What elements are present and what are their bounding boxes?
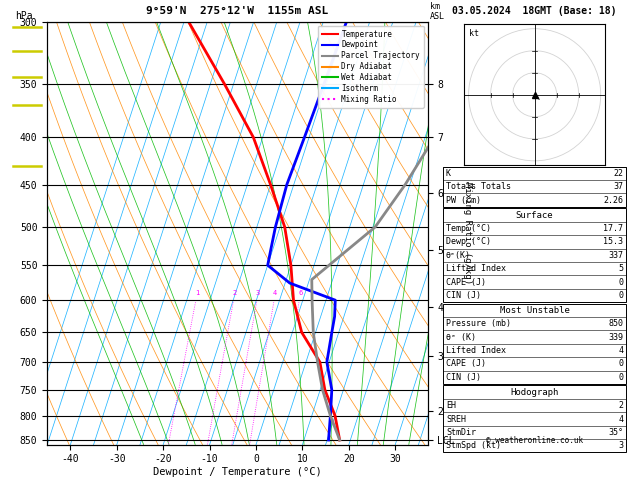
Text: StmDir: StmDir: [446, 428, 476, 437]
Text: 0: 0: [618, 278, 623, 287]
X-axis label: Dewpoint / Temperature (°C): Dewpoint / Temperature (°C): [153, 467, 322, 477]
Text: Lifted Index: Lifted Index: [446, 346, 506, 355]
Text: 35°: 35°: [608, 428, 623, 437]
Text: kt: kt: [469, 29, 479, 38]
Text: Surface: Surface: [516, 210, 554, 220]
Text: 3: 3: [256, 291, 260, 296]
Text: StmSpd (kt): StmSpd (kt): [446, 441, 501, 451]
Text: 850: 850: [608, 319, 623, 329]
Text: km
ASL: km ASL: [430, 2, 445, 21]
Text: PW (cm): PW (cm): [446, 195, 481, 205]
Text: Pressure (mb): Pressure (mb): [446, 319, 511, 329]
Text: 339: 339: [608, 332, 623, 342]
Text: 37: 37: [613, 182, 623, 191]
Text: θᵉ (K): θᵉ (K): [446, 332, 476, 342]
Text: 337: 337: [608, 251, 623, 260]
Text: 17.7: 17.7: [603, 224, 623, 233]
Legend: Temperature, Dewpoint, Parcel Trajectory, Dry Adiabat, Wet Adiabat, Isotherm, Mi: Temperature, Dewpoint, Parcel Trajectory…: [318, 26, 424, 108]
Text: CAPE (J): CAPE (J): [446, 359, 486, 368]
Text: 22: 22: [613, 169, 623, 178]
Text: Lifted Index: Lifted Index: [446, 264, 506, 273]
Text: 0: 0: [618, 291, 623, 300]
Y-axis label: Mixing Ratio (g/kg): Mixing Ratio (g/kg): [463, 182, 472, 284]
Text: Dewp (°C): Dewp (°C): [446, 237, 491, 246]
Text: K: K: [446, 169, 451, 178]
Text: 2: 2: [233, 291, 237, 296]
Text: 15.3: 15.3: [603, 237, 623, 246]
Text: 9°59'N  275°12'W  1155m ASL: 9°59'N 275°12'W 1155m ASL: [147, 6, 328, 16]
Text: 4: 4: [618, 346, 623, 355]
Text: Temp (°C): Temp (°C): [446, 224, 491, 233]
Text: CIN (J): CIN (J): [446, 373, 481, 382]
Text: 6: 6: [298, 291, 303, 296]
Text: 0: 0: [618, 373, 623, 382]
Text: 2: 2: [618, 401, 623, 410]
Text: 3: 3: [618, 441, 623, 451]
Text: 5: 5: [618, 264, 623, 273]
Text: CIN (J): CIN (J): [446, 291, 481, 300]
Text: EH: EH: [446, 401, 456, 410]
Text: 2.26: 2.26: [603, 195, 623, 205]
Text: 1: 1: [195, 291, 199, 296]
Text: 03.05.2024  18GMT (Base: 18): 03.05.2024 18GMT (Base: 18): [452, 6, 617, 16]
Text: 4: 4: [273, 291, 277, 296]
Text: SREH: SREH: [446, 415, 466, 424]
Text: CAPE (J): CAPE (J): [446, 278, 486, 287]
Text: Most Unstable: Most Unstable: [499, 306, 570, 315]
Text: 4: 4: [618, 415, 623, 424]
Text: © weatheronline.co.uk: © weatheronline.co.uk: [486, 435, 583, 445]
Text: hPa: hPa: [15, 11, 33, 21]
Text: Totals Totals: Totals Totals: [446, 182, 511, 191]
Text: θᵉ(K): θᵉ(K): [446, 251, 471, 260]
Text: 0: 0: [618, 359, 623, 368]
Text: Hodograph: Hodograph: [511, 388, 559, 397]
